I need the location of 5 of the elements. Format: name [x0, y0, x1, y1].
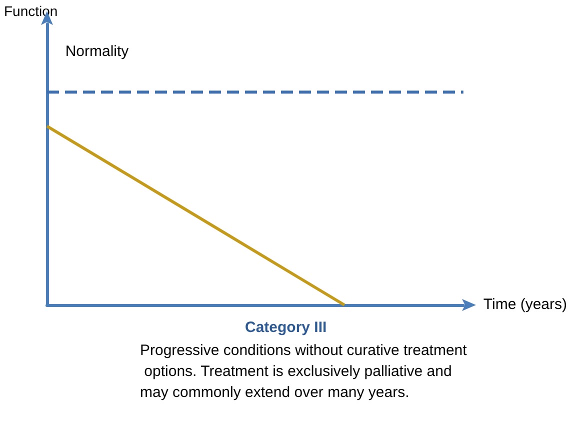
text: Function — [4, 3, 58, 19]
text: Progressive conditions without curative treatment options. Treatment is exclusively palliative and may commonly extend over many years. — [140, 342, 468, 401]
text: Category III — [245, 319, 327, 336]
text: Normality — [65, 43, 130, 60]
x-axis-title: Time (years) — [483, 296, 568, 313]
